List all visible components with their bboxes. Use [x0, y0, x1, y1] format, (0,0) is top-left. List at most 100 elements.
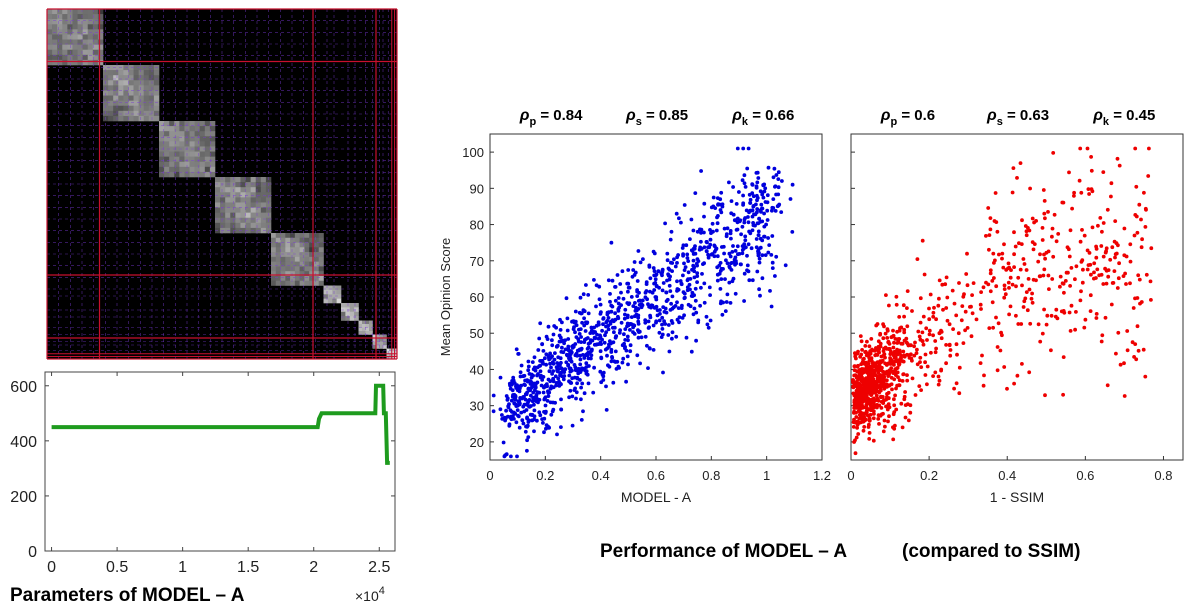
scatter-point — [648, 276, 653, 281]
block-cell — [240, 197, 246, 203]
block-cell — [250, 207, 257, 213]
scatter-point — [1074, 264, 1079, 269]
scatter-point — [766, 250, 771, 255]
scatter-point — [544, 423, 549, 427]
scatter-point — [546, 394, 551, 398]
scatter-point — [854, 410, 858, 415]
scatter-point — [1095, 267, 1100, 272]
scatter-point — [852, 368, 857, 373]
rho-symbol: ρ — [1092, 107, 1103, 124]
scatter-point — [680, 246, 685, 250]
scatter-point — [549, 386, 553, 390]
scatter-point — [1058, 274, 1063, 279]
scatter-point — [970, 293, 974, 297]
scatter-point — [891, 328, 895, 333]
block-cell — [174, 156, 180, 163]
block-cell — [369, 327, 373, 332]
block-cell — [345, 316, 351, 321]
scatter-point — [575, 381, 579, 386]
block-cell — [209, 146, 216, 152]
block-cell — [92, 44, 99, 51]
block-cell — [285, 261, 291, 267]
scatter-point — [666, 323, 671, 327]
scatter-point — [762, 211, 766, 216]
scatter-point — [578, 357, 583, 362]
block-cell — [230, 227, 236, 234]
block-cell — [123, 105, 129, 112]
block-cell — [386, 348, 390, 352]
block-cell — [133, 65, 139, 71]
block-cell — [332, 289, 337, 295]
block-cell — [275, 247, 281, 253]
block-cell — [260, 217, 267, 224]
scatter-point — [586, 293, 591, 297]
scatter-point — [677, 216, 681, 221]
scatter-point — [705, 322, 710, 327]
scatter-point — [921, 314, 926, 319]
scatter-point — [755, 207, 760, 211]
scatter-point — [686, 270, 691, 275]
x-tick-label: 0.6 — [1076, 468, 1094, 483]
scatter-point — [657, 318, 662, 323]
block-cell — [245, 187, 251, 193]
scatter-point — [934, 317, 938, 322]
scatter-point — [719, 299, 723, 304]
scatter-point — [609, 341, 613, 346]
block-cell — [148, 75, 155, 81]
scatter-point — [699, 247, 704, 251]
scatter-point — [585, 372, 590, 377]
scatter-point — [877, 350, 881, 355]
scatter-point — [540, 358, 545, 363]
scatter-point — [724, 300, 729, 304]
block-cell — [304, 237, 310, 243]
block-cell — [72, 54, 78, 61]
block-cell — [138, 85, 145, 91]
scatter-point — [673, 264, 678, 269]
scatter-point — [915, 362, 920, 367]
scatter-point — [1092, 261, 1097, 266]
block-cell — [313, 247, 320, 253]
scatter-point — [555, 368, 559, 373]
block-cell — [285, 256, 291, 262]
scatter-point — [892, 397, 896, 402]
block-cell — [245, 177, 251, 183]
scatter-point — [939, 328, 943, 333]
block-cell — [92, 19, 99, 25]
scatter-point — [1101, 254, 1106, 259]
scatter-point — [734, 202, 739, 206]
block-cell — [169, 151, 175, 157]
block-cell — [47, 59, 53, 66]
scatter-point — [981, 383, 986, 388]
scatter-point — [635, 279, 640, 283]
scatter-point — [607, 345, 611, 349]
scatter-point — [1094, 312, 1099, 316]
block-cell — [143, 65, 150, 71]
scatter-point — [895, 366, 900, 370]
block-cell — [123, 75, 129, 81]
block-cell — [250, 212, 257, 219]
scatter-point — [728, 265, 732, 270]
block-cell — [199, 166, 206, 173]
block-cell — [215, 187, 221, 193]
scatter-point — [567, 373, 572, 378]
scatter-point — [584, 337, 589, 341]
block-cell — [245, 217, 251, 224]
scatter-point — [944, 343, 948, 347]
block-cell — [290, 256, 296, 262]
block-cell — [123, 110, 129, 117]
block-cell — [143, 105, 150, 112]
block-cell — [47, 34, 53, 40]
scatter-point — [622, 332, 626, 337]
scatter-point — [537, 410, 542, 415]
y-tick-label: 20 — [470, 435, 484, 450]
block-cell — [372, 341, 377, 346]
scatter-point — [621, 356, 626, 361]
block-cell — [199, 121, 206, 127]
scatter-point — [1006, 261, 1011, 266]
block-cell — [52, 49, 58, 56]
block-cell — [159, 166, 165, 173]
scatter-point — [892, 410, 897, 414]
scatter-point — [1002, 287, 1007, 291]
scatter-point — [945, 295, 950, 300]
scatter-point — [604, 320, 609, 325]
